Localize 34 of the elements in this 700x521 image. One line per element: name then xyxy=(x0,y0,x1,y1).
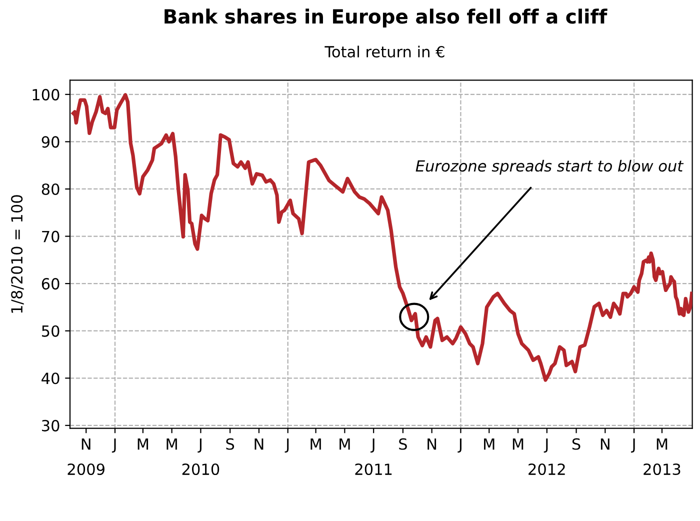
x-tick-label: J xyxy=(284,438,289,453)
x-tick-label: S xyxy=(399,438,407,450)
x-tick-label: J 2010 xyxy=(182,438,220,476)
y-tick-label: 90 xyxy=(42,136,60,148)
x-tick-label: N 2009 xyxy=(68,438,104,476)
x-tick-label: J xyxy=(458,438,462,453)
x-tick-label: N xyxy=(428,438,436,450)
x-tick-label: N xyxy=(254,438,264,450)
x-tick-label: S xyxy=(572,438,580,450)
chart-title: Bank shares in Europe also fell off a cliff xyxy=(164,8,608,28)
x-tick-label: J 2011 xyxy=(355,438,392,476)
x-tick-label: M xyxy=(138,438,148,450)
y-tick-label: 30 xyxy=(42,420,60,432)
y-tick-label: 50 xyxy=(42,325,60,337)
y-axis-title: 1/8/2010 = 100 xyxy=(11,195,24,313)
annotation: Eurozone spreads start to blow out xyxy=(416,160,684,175)
y-tick-label: 70 xyxy=(42,230,60,242)
x-tick-label: S xyxy=(226,438,234,450)
chart-subtitle: Total return in € xyxy=(324,46,444,58)
x-tick-label: M xyxy=(484,438,494,450)
x-tick-label: M xyxy=(310,438,321,450)
x-tick-label: M 2013 xyxy=(644,438,680,476)
y-tick-label: 100 xyxy=(32,88,60,100)
x-tick-label: J xyxy=(631,438,635,453)
y-tick-label: 60 xyxy=(42,278,60,290)
x-tick-label: M xyxy=(340,438,350,450)
line-series xyxy=(72,93,692,382)
x-tick-label: M xyxy=(512,438,524,450)
x-tick-label: J 2012 xyxy=(528,438,565,476)
x-tick-label: M xyxy=(166,438,177,450)
y-tick-label: 40 xyxy=(42,372,60,384)
x-tick-label: N xyxy=(600,438,610,450)
x-tick-label: J xyxy=(112,438,116,453)
y-tick-label: 80 xyxy=(42,183,60,196)
